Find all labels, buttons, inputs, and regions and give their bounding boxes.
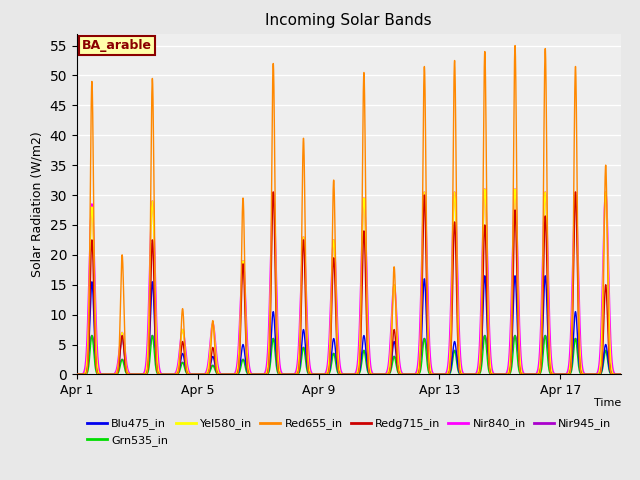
Legend: Blu475_in, Grn535_in, Yel580_in, Red655_in, Redg715_in, Nir840_in, Nir945_in: Blu475_in, Grn535_in, Yel580_in, Red655_… bbox=[83, 414, 616, 450]
Text: BA_arable: BA_arable bbox=[82, 39, 152, 52]
Title: Incoming Solar Bands: Incoming Solar Bands bbox=[266, 13, 432, 28]
Y-axis label: Solar Radiation (W/m2): Solar Radiation (W/m2) bbox=[31, 131, 44, 277]
Text: Time: Time bbox=[593, 398, 621, 408]
